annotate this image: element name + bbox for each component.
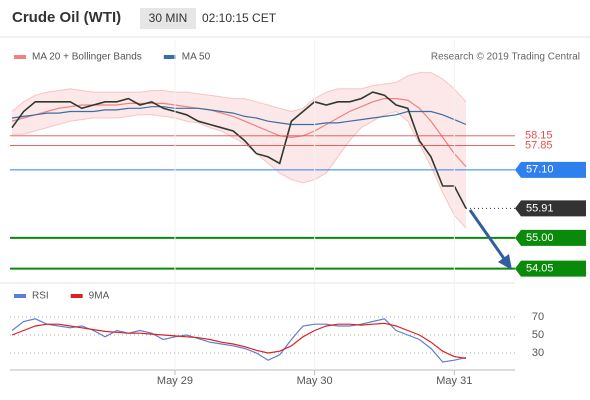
legend-label: RSI	[32, 291, 49, 302]
level-label: 58.15	[525, 130, 553, 142]
y-tick-label: 70	[532, 311, 544, 323]
level-box	[515, 260, 586, 277]
arrow-head	[498, 254, 512, 270]
y-tick-label: 30	[532, 347, 544, 359]
forecast-arrow	[468, 209, 507, 261]
y-tick-label: 50	[532, 329, 544, 341]
instrument: Crude Oil (WTI)	[12, 9, 121, 26]
legend-swatch	[14, 55, 26, 59]
level-box	[515, 229, 586, 246]
level-box	[515, 161, 586, 178]
series-line	[11, 98, 467, 168]
legend-label: 9MA	[89, 291, 110, 302]
legend-label: MA 50	[182, 52, 211, 63]
interval: 30 MIN	[149, 11, 188, 25]
level-label: 55.00	[526, 232, 554, 244]
level-label: 55.91	[526, 202, 554, 214]
bollinger-lower	[12, 110, 467, 229]
bollinger-upper	[11, 72, 467, 113]
legend-swatch	[163, 55, 176, 59]
x-tick-label: May 31	[436, 375, 472, 387]
level-box	[515, 200, 586, 217]
series-line	[11, 322, 467, 359]
legend-swatch	[14, 294, 26, 298]
rsi-panel: May 29 May 30 May 31 30 50 70 RSI 9MA	[10, 40, 544, 387]
interval-box	[140, 8, 196, 29]
level-label: 54.05	[526, 263, 554, 275]
level-label: 57.10	[526, 164, 554, 176]
legend-swatch	[70, 294, 83, 298]
series-line	[11, 106, 467, 126]
clock: 02:10:15 CET	[202, 11, 277, 25]
bollinger-fill	[12, 72, 466, 229]
legend-label: MA 20 + Bollinger Bands	[32, 52, 142, 63]
credit: Research © 2019 Trading Central	[431, 52, 580, 63]
level-label: 57.85	[525, 139, 553, 151]
x-tick-label: May 29	[157, 375, 193, 387]
x-tick-label: May 30	[297, 375, 333, 387]
